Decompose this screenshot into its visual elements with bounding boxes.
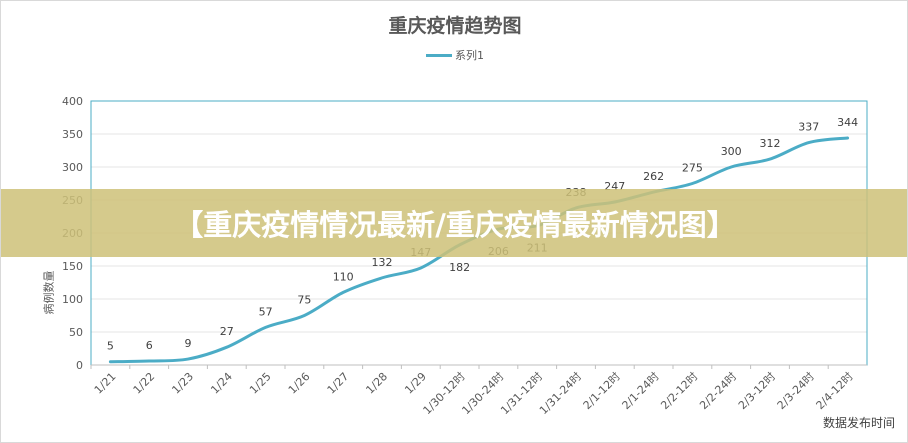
data-label: 312 bbox=[760, 137, 781, 150]
data-label: 6 bbox=[146, 339, 153, 352]
x-tick-label: 1/27 bbox=[325, 370, 352, 397]
data-label: 110 bbox=[333, 270, 354, 283]
data-label: 182 bbox=[449, 261, 470, 274]
data-label: 75 bbox=[297, 294, 311, 307]
legend-label: 系列1 bbox=[455, 49, 484, 62]
x-tick-label: 2/3-24时 bbox=[775, 370, 817, 412]
data-label: 300 bbox=[721, 145, 742, 158]
x-tick-label: 1/22 bbox=[131, 370, 158, 397]
data-label: 27 bbox=[220, 325, 234, 338]
x-tick-label: 2/3-12时 bbox=[736, 370, 778, 412]
y-tick-label: 300 bbox=[62, 161, 83, 174]
y-tick-label: 0 bbox=[76, 359, 83, 372]
y-tick-label: 350 bbox=[62, 128, 83, 141]
data-label: 275 bbox=[682, 162, 703, 175]
x-tick-label: 2/1-24时 bbox=[620, 370, 662, 412]
x-tick-label: 1/28 bbox=[363, 370, 390, 397]
y-tick-label: 150 bbox=[62, 260, 83, 273]
x-axis-label: 数据发布时间 bbox=[822, 416, 895, 430]
x-tick-label: 1/25 bbox=[247, 370, 274, 397]
data-label: 5 bbox=[107, 340, 114, 353]
x-tick-label: 1/21 bbox=[92, 370, 119, 397]
data-label: 344 bbox=[837, 116, 858, 129]
x-tick-label: 2/2-12时 bbox=[658, 370, 700, 412]
y-axis-label: 病例数量 bbox=[42, 270, 56, 315]
x-tick-label: 1/31-24时 bbox=[537, 370, 584, 417]
x-tick-label: 1/23 bbox=[169, 370, 196, 397]
y-tick-label: 400 bbox=[62, 95, 83, 108]
data-label: 132 bbox=[372, 256, 393, 269]
overlay-banner: 【重庆疫情情况最新/重庆疫情最新情况图】 bbox=[1, 189, 907, 257]
data-label: 262 bbox=[643, 170, 664, 183]
x-tick-label: 2/2-24时 bbox=[697, 370, 739, 412]
chart-title: 重庆疫情趋势图 bbox=[388, 15, 522, 37]
x-tick-label: 2/1-12时 bbox=[581, 370, 623, 412]
x-tick-label: 1/26 bbox=[286, 370, 313, 397]
legend: 系列1 bbox=[1, 47, 907, 63]
y-tick-label: 100 bbox=[62, 293, 83, 306]
x-tick-label: 1/29 bbox=[402, 370, 429, 397]
y-tick-label: 50 bbox=[69, 326, 83, 339]
x-tick-label: 2/4-12时 bbox=[814, 370, 856, 412]
data-label: 337 bbox=[798, 121, 819, 134]
legend-swatch bbox=[426, 53, 452, 57]
data-label: 57 bbox=[259, 305, 273, 318]
x-tick-label: 1/24 bbox=[208, 370, 235, 397]
data-label: 9 bbox=[185, 337, 192, 350]
